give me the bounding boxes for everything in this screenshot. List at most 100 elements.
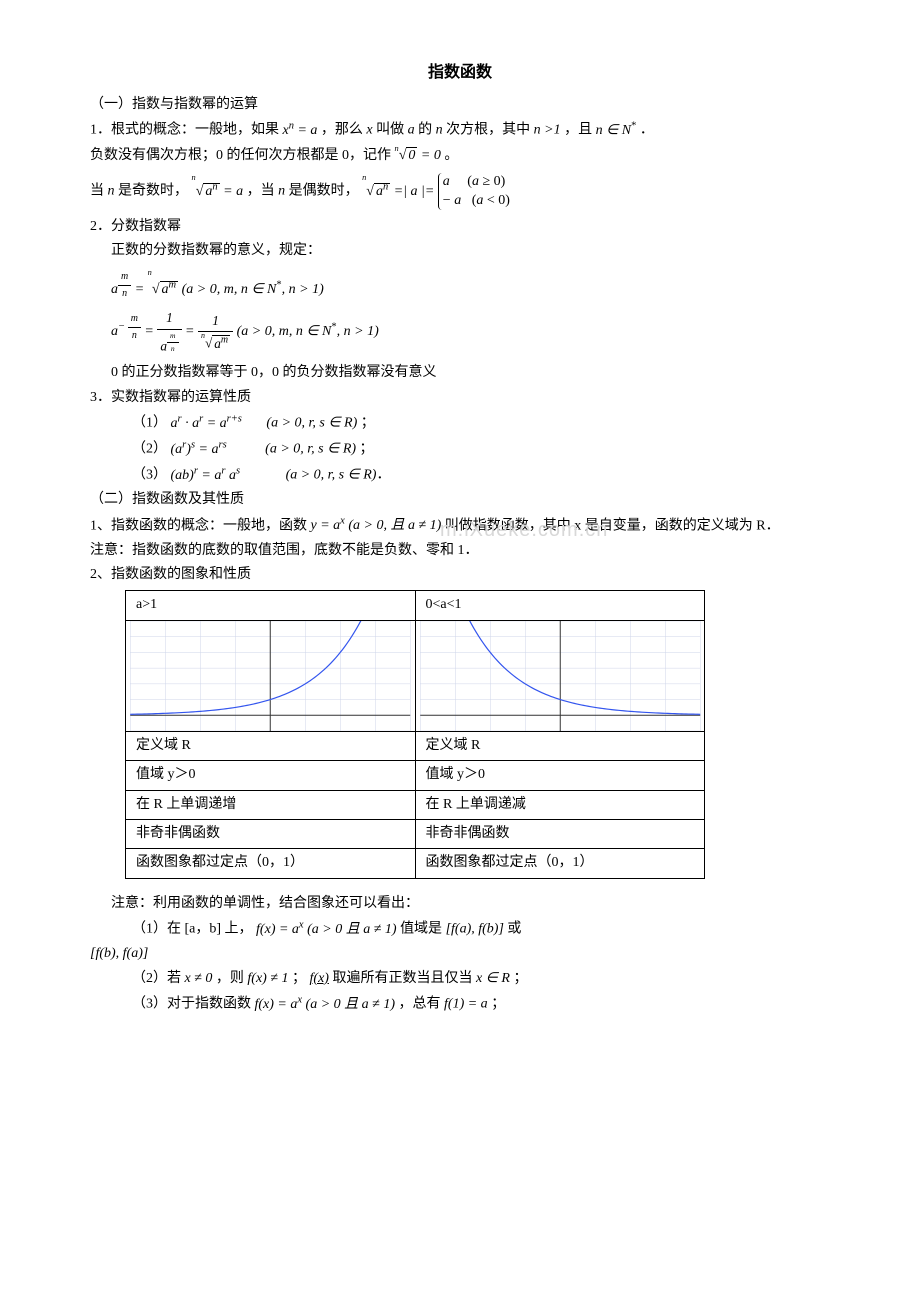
- expr: ar · ar = ar+s: [171, 416, 242, 431]
- t: 负数没有偶次方根；0 的任何次方根都是 0，记作: [90, 148, 395, 163]
- cell-domain-1: 定义域 R: [126, 731, 416, 760]
- lbl: （2）: [132, 442, 167, 457]
- th-a-lt-1: 0<a<1: [415, 591, 705, 620]
- t: （3）对于指数函数: [132, 997, 255, 1012]
- expr: f(x) = ax (a > 0 且 a ≠ 1): [256, 922, 397, 937]
- def-root: 1．根式的概念：一般地，如果 xn = a ，那么 x 叫做 a 的 n 次方根…: [90, 118, 830, 142]
- t: 是偶数时，: [289, 184, 359, 199]
- t: ；: [292, 971, 310, 986]
- f1a: f(1) = a: [444, 997, 488, 1012]
- note-3: （3）对于指数函数 f(x) = ax (a > 0 且 a ≠ 1) ，总有 …: [90, 992, 830, 1016]
- lhs: amn: [111, 282, 135, 297]
- properties-table: a>1 0<a<1 定义域 R定义域 R 值域 y＞0值域 y＞0 在 R 上单…: [125, 590, 705, 878]
- lbl: （3）: [132, 468, 167, 483]
- var-n3: n: [278, 184, 285, 199]
- v1: [f(a), f(b)]: [446, 922, 504, 937]
- t: ．: [640, 123, 654, 138]
- t: ，总有: [399, 997, 445, 1012]
- cell-point-1: 函数图象都过定点（0，1）: [126, 849, 416, 878]
- root-parity: 当 n 是奇数时， n√an = a ，当 n 是偶数时， n√an =| a …: [90, 173, 830, 209]
- var-a: a: [408, 123, 415, 138]
- expr: (ar)s = ars: [171, 442, 227, 457]
- semi: ；: [357, 416, 375, 431]
- zero-frac-note: 0 的正分数指数幂等于 0，0 的负分数指数幂没有意义: [90, 362, 830, 384]
- t: 值域是: [400, 922, 446, 937]
- formula-pos-frac: amn = n√am (a > 0, m, n ∈ N*, n > 1): [90, 269, 830, 302]
- t: 1、指数函数的概念：一般地，函数: [90, 518, 311, 533]
- t: （2）若: [132, 971, 185, 986]
- note-1: （1）在 [a，b] 上， f(x) = ax (a > 0 且 a ≠ 1) …: [90, 917, 830, 941]
- frac-exp-intro: 正数的分数指数幂的意义，规定：: [90, 240, 830, 262]
- exp-dec-chart: [416, 621, 705, 731]
- t: 或: [507, 922, 521, 937]
- t: 。: [444, 148, 458, 163]
- th-a-gt-1: a>1: [126, 591, 416, 620]
- cell-parity-1: 非奇非偶函数: [126, 820, 416, 849]
- expr-root0: n√0 = 0: [395, 148, 441, 163]
- cell-parity-2: 非奇非偶函数: [415, 820, 705, 849]
- var-n2: n: [108, 184, 115, 199]
- rule-2: （2） (ar)s = ars (a > 0, r, s ∈ R) ；: [90, 437, 830, 461]
- chart-decreasing: [415, 620, 705, 731]
- eq: = n√am (a > 0, m, n ∈ N*, n > 1): [135, 282, 324, 297]
- expr: f(x) = ax (a > 0 且 a ≠ 1): [255, 997, 396, 1012]
- semi: ；: [356, 442, 374, 457]
- root-zero: 负数没有偶次方根；0 的任何次方根都是 0，记作 n√0 = 0 。: [90, 144, 830, 167]
- formula-neg-frac: a− mn = 1amn = 1n√am (a > 0, m, n ∈ N*, …: [90, 307, 830, 356]
- expr-xn-eq-a: xn = a: [283, 123, 318, 138]
- t: 叫做: [376, 123, 408, 138]
- root-odd: n√an = a: [192, 184, 244, 199]
- n-in-nstar: n ∈ N*: [596, 123, 637, 138]
- cell-mono-1: 在 R 上单调递增: [126, 790, 416, 819]
- t: ，那么: [321, 123, 367, 138]
- fneq1: f(x) ≠ 1: [247, 971, 288, 986]
- t: ，则: [216, 971, 248, 986]
- notes-head: 注意：利用函数的单调性，结合图象还可以看出：: [90, 893, 830, 915]
- exp-inc-chart: [126, 621, 415, 731]
- semi: ；: [513, 971, 527, 986]
- rule-1: （1） ar · ar = ar+s (a > 0, r, s ∈ R) ；: [90, 411, 830, 435]
- cell-range-1: 值域 y＞0: [126, 761, 416, 790]
- t: 叫做指数函数，其中 x 是自变量，函数的定义域为 R．: [445, 518, 780, 533]
- t: ，当: [247, 184, 279, 199]
- lhs-neg: a− mn = 1amn = 1n√am (a > 0, m, n ∈ N*, …: [111, 324, 379, 339]
- n-gt-1: n >1: [534, 123, 561, 138]
- cond: (a > 0, r, s ∈ R): [286, 468, 377, 483]
- exp-fn-note: 注意：指数函数的底数的取值范围，底数不能是负数、零和 1．: [90, 540, 830, 562]
- t: （1）在 [a，b] 上，: [132, 922, 253, 937]
- root-even: n√an =| a |=: [362, 184, 438, 199]
- page-title: 指数函数: [90, 60, 830, 86]
- lbl: （1）: [132, 416, 167, 431]
- cell-mono-2: 在 R 上单调递减: [415, 790, 705, 819]
- piecewise-abs: a (a ≥ 0) − a (a < 0): [438, 173, 510, 209]
- cond: (a > 0, r, s ∈ R): [265, 442, 356, 457]
- expr: (ab)r = ar as: [171, 468, 241, 483]
- section-1-head: （一）指数与指数幂的运算: [90, 94, 830, 116]
- real-exp-head: 3．实数指数幂的运算性质: [90, 387, 830, 409]
- cell-domain-2: 定义域 R: [415, 731, 705, 760]
- note-1b: [f(b), f(a)]: [90, 943, 830, 965]
- exp-fn-graph-head: 2、指数函数的图象和性质: [90, 564, 830, 586]
- frac-exp-head: 2．分数指数幂: [90, 216, 830, 238]
- t: 当: [90, 184, 108, 199]
- t: 取遍所有正数当且仅当: [332, 971, 476, 986]
- t: 次方根，其中: [446, 123, 534, 138]
- expr-expfn: y = ax (a > 0, 且 a ≠ 1): [311, 518, 442, 533]
- var-n: n: [436, 123, 443, 138]
- chart-increasing: [126, 620, 416, 731]
- cell-range-2: 值域 y＞0: [415, 761, 705, 790]
- semi: ；: [491, 997, 505, 1012]
- note-2: （2）若 x ≠ 0 ，则 f(x) ≠ 1 ； f(x) 取遍所有正数当且仅当…: [90, 968, 830, 990]
- t: ，且: [564, 123, 596, 138]
- t: 1．根式的概念：一般地，如果: [90, 123, 283, 138]
- fx: f(x): [310, 971, 329, 986]
- xr: x ∈ R: [476, 971, 510, 986]
- t: 是奇数时，: [118, 184, 188, 199]
- var-x: x: [366, 123, 372, 138]
- t: 的: [418, 123, 436, 138]
- exp-fn-def: 1、指数函数的概念：一般地，函数 y = ax (a > 0, 且 a ≠ 1)…: [90, 514, 830, 538]
- cell-point-2: 函数图象都过定点（0，1）: [415, 849, 705, 878]
- xneq0: x ≠ 0: [185, 971, 213, 986]
- rule-3: （3） (ab)r = ar as (a > 0, r, s ∈ R)．: [90, 463, 830, 487]
- cond: (a > 0, r, s ∈ R): [266, 416, 357, 431]
